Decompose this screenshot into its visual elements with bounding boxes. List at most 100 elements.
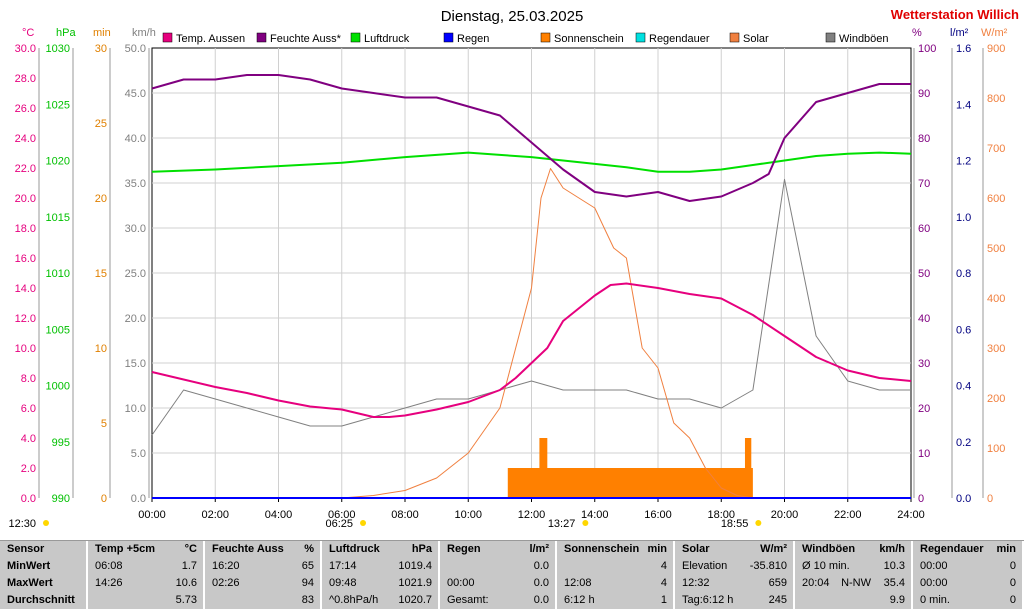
stats-cell: ^0.8hPa/h <box>329 594 379 606</box>
stats-value: 4 <box>660 560 667 572</box>
right-tick-label: 0.6 <box>956 324 971 336</box>
stats-value: 9.9 <box>889 594 905 606</box>
right-tick-label: 20 <box>918 403 930 415</box>
stats-header-unit: W/m² <box>760 543 787 555</box>
stats-row: 5.73 <box>88 592 203 609</box>
legend-label: Windböen <box>839 33 889 45</box>
stats-row: 06:08 1.7 <box>88 558 203 575</box>
stats-row: 00:00 0.0 <box>440 575 555 592</box>
left-tick-label: 6.0 <box>21 403 36 415</box>
right-axis-unit: % <box>912 27 922 39</box>
stats-header-unit: min <box>647 543 667 555</box>
left-tick-label: 5.0 <box>131 448 146 460</box>
stats-row: 20:04 N-NW 35.4 <box>795 575 911 592</box>
left-tick-label: 1020 <box>46 156 70 168</box>
stats-value: 1020.7 <box>398 594 432 606</box>
left-tick-label: 1000 <box>46 381 70 393</box>
stats-value: 0.0 <box>533 577 549 589</box>
right-tick-label: 0.0 <box>956 493 971 505</box>
stats-row: 6:12 h 1 <box>557 592 673 609</box>
weather-chart: Dienstag, 25.03.2025 Wetterstation Willi… <box>8 7 1019 530</box>
stats-header: Sensor <box>0 541 86 558</box>
left-tick-label: 0 <box>101 493 107 505</box>
legend-swatch <box>729 32 740 43</box>
left-tick-label: 30.0 <box>15 43 36 55</box>
stats-header-label: Windböen <box>802 543 856 555</box>
x-tick-label: 14:00 <box>581 509 609 521</box>
stats-row: 83 <box>205 592 320 609</box>
left-axis-unit: min <box>93 27 111 39</box>
stats-row: 00:00 0 <box>913 575 1022 592</box>
left-axes: 0.0 2.0 4.0 6.0 8.0 10.0 12.0 14.0 16.0 18.0 20.0 2… <box>15 43 150 505</box>
stats-row: ^0.8hPa/h 1020.7 <box>322 592 438 609</box>
right-tick-label: 400 <box>987 293 1005 305</box>
stats-header: Solar W/m² <box>675 541 793 558</box>
left-tick-label: 1025 <box>46 99 70 111</box>
stats-cell: 17:14 <box>329 560 357 572</box>
legend-label: Feuchte Auss* <box>270 33 342 45</box>
x-tick-label: 22:00 <box>834 509 862 521</box>
legend-label: Sonnenschein <box>554 33 624 45</box>
stats-column: Sonnenschein min 4 12:08 4 6:12 h 1 <box>557 541 675 609</box>
left-tick-label: 10.0 <box>15 343 36 355</box>
stats-column: Sensor MinWert MaxWert Durchschnitt <box>0 541 88 609</box>
stats-header-unit: min <box>996 543 1016 555</box>
right-tick-label: 200 <box>987 393 1005 405</box>
sun-marker <box>360 520 367 526</box>
stats-row: 16:20 65 <box>205 558 320 575</box>
stats-column: Windböen km/h Ø 10 min. 10.3 20:04 N-NW 35.4 9.… <box>795 541 913 609</box>
stats-column: Luftdruck hPa 17:14 1019.4 09:48 1021.9 ^0.8hP… <box>322 541 440 609</box>
stats-cell: 00:00 <box>447 577 475 589</box>
left-tick-label: 4.0 <box>21 433 36 445</box>
left-tick-label: 8.0 <box>21 373 36 385</box>
stats-value: 0 <box>1009 560 1016 572</box>
stats-row: 0.0 <box>440 558 555 575</box>
stats-value: 4 <box>660 577 667 589</box>
series-solar <box>341 168 753 499</box>
left-tick-label: 25.0 <box>125 268 146 280</box>
left-tick-label: 14.0 <box>15 283 36 295</box>
left-tick-label: 20.0 <box>15 193 36 205</box>
stats-row: 09:48 1021.9 <box>322 575 438 592</box>
right-tick-label: 40 <box>918 313 930 325</box>
stats-header: Regendauer min <box>913 541 1022 558</box>
legend-label: Regen <box>457 33 489 45</box>
stats-cell: 06:08 <box>95 560 123 572</box>
stats-value: 5.73 <box>175 594 197 606</box>
stats-cell: 6:12 h <box>564 594 595 606</box>
stats-value: 0 <box>1009 577 1016 589</box>
stats-value: 659 <box>768 577 787 589</box>
stats-value: 1 <box>660 594 667 606</box>
legend-swatch <box>256 32 267 43</box>
stats-value: 65 <box>301 560 314 572</box>
stats-cell: 12:08 <box>564 577 592 589</box>
stats-header-label: Regen <box>447 543 481 555</box>
stats-cell: 0 min. <box>920 594 950 606</box>
stats-row: 02:26 94 <box>205 575 320 592</box>
left-axis-unit: km/h <box>132 27 156 39</box>
stats-row: 9.9 <box>795 592 911 609</box>
stats-cell: 00:00 <box>920 560 948 572</box>
left-tick-label: 990 <box>52 493 70 505</box>
left-tick-label: 10.0 <box>125 403 146 415</box>
right-tick-label: 100 <box>918 43 936 55</box>
series-luftdruck <box>151 151 912 173</box>
x-tick-label: 12:00 <box>518 509 546 521</box>
grid <box>152 48 911 498</box>
stats-header-unit: °C <box>184 543 197 555</box>
x-tick-label: 06:00 <box>328 509 356 521</box>
series-layer <box>151 74 912 499</box>
right-tick-label: 60 <box>918 223 930 235</box>
right-tick-label: 100 <box>987 443 1005 455</box>
stats-value: 1.7 <box>181 560 197 572</box>
left-tick-label: 20 <box>95 193 107 205</box>
left-tick-label: 0.0 <box>131 493 146 505</box>
stats-cell: 20:04 <box>802 577 830 589</box>
stats-header: Temp +5cm °C <box>88 541 203 558</box>
left-tick-label: 2.0 <box>21 463 36 475</box>
statistics-table: Sensor MinWert MaxWert Durchschnitt Temp +5c… <box>0 540 1024 609</box>
left-axis-unit: hPa <box>56 27 76 39</box>
right-tick-label: 80 <box>918 133 930 145</box>
right-tick-label: 500 <box>987 243 1005 255</box>
x-tick-label: 24:00 <box>897 509 925 521</box>
